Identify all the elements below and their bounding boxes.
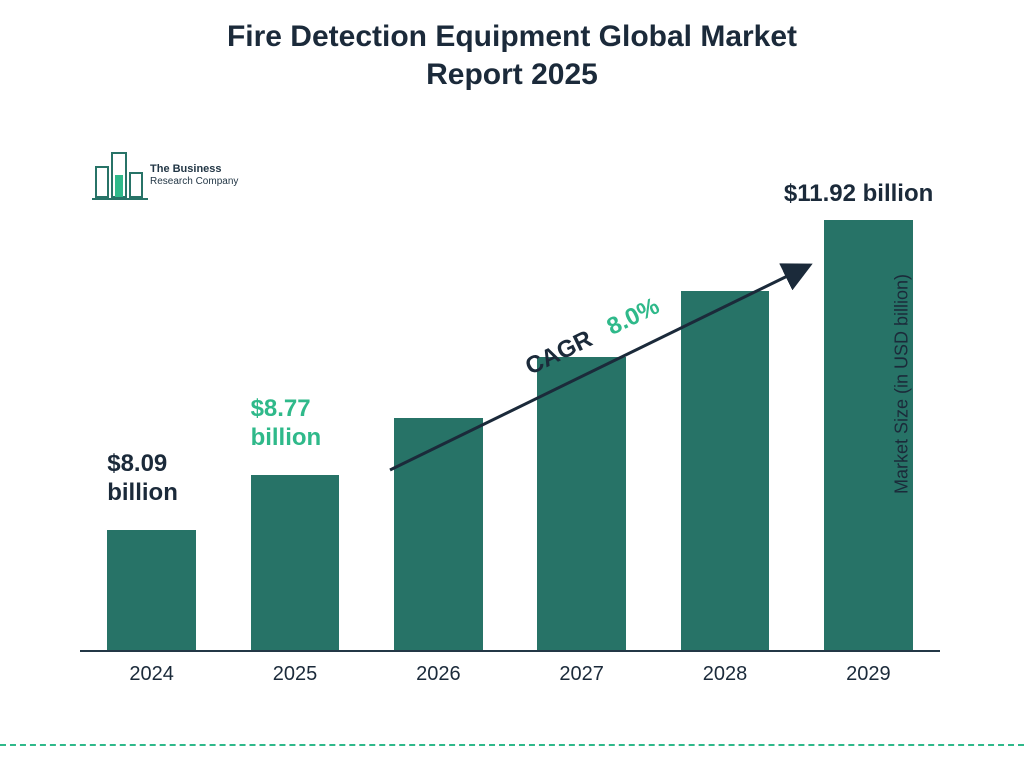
x-label-2025: 2025 [273,663,318,686]
title-line-1: Fire Detection Equipment Global Market [227,20,797,53]
x-label-2024: 2024 [129,663,174,686]
value-label-2029: $11.92 billion [784,180,933,209]
x-label-2028: 2028 [703,663,748,686]
plot-area: CAGR 8.0% $8.09 billion $8.77 billion $1… [80,130,940,690]
cagr-arrow [80,130,940,690]
chart-canvas: Fire Detection Equipment Global Market R… [0,0,1024,768]
value-label-2024: $8.09 billion [107,450,178,508]
chart-title: Fire Detection Equipment Global Market R… [0,18,1024,93]
value-label-2025: $8.77 billion [251,395,322,453]
x-label-2029: 2029 [846,663,891,686]
x-label-2026: 2026 [416,663,461,686]
bottom-dashed-rule [0,744,1024,746]
x-label-2027: 2027 [559,663,604,686]
title-line-2: Report 2025 [426,58,598,91]
y-axis-title: Market Size (in USD billion) [891,274,912,494]
